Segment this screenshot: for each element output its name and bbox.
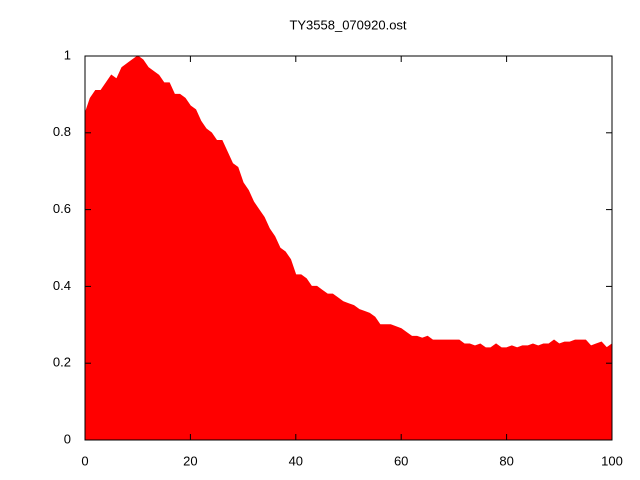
x-tick-label: 80 (499, 453, 513, 468)
y-tick-label: 0.6 (53, 201, 71, 216)
y-tick-label: 0 (64, 431, 71, 446)
x-tick-label: 60 (394, 453, 408, 468)
y-tick-label: 0.8 (53, 124, 71, 139)
x-tick-label: 20 (183, 453, 197, 468)
x-tick-label: 40 (289, 453, 303, 468)
x-tick-label: 0 (81, 453, 88, 468)
y-tick-label: 0.4 (53, 278, 71, 293)
x-tick-label: 100 (601, 453, 623, 468)
chart-title: TY3558_070920.ost (289, 17, 406, 32)
plot-frame (84, 55, 613, 441)
y-tick-label: 0.2 (53, 355, 71, 370)
y-tick-label: 1 (64, 47, 71, 62)
area (84, 55, 613, 441)
